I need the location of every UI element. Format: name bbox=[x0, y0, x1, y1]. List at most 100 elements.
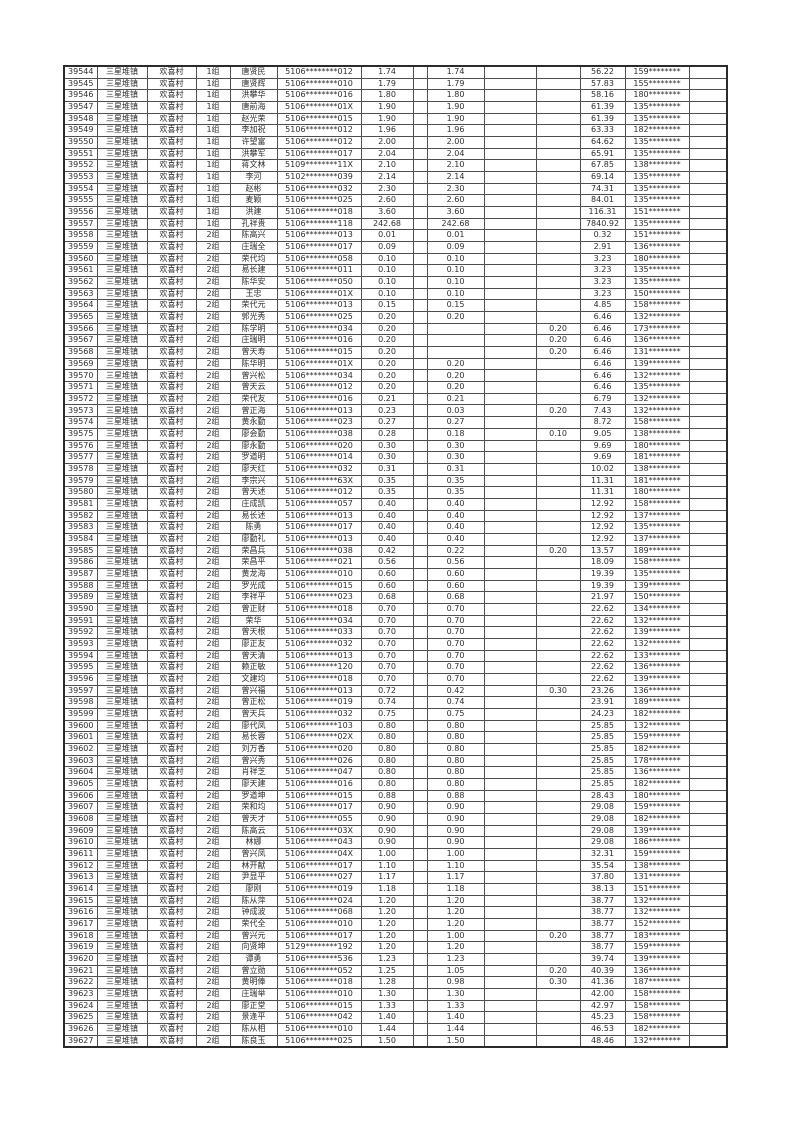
trailing-cell bbox=[688, 1023, 728, 1036]
village-cell: 欢喜村 bbox=[146, 848, 197, 861]
phone-cell: 152******** bbox=[624, 918, 690, 931]
village-cell: 欢喜村 bbox=[146, 871, 197, 885]
total-cell: 12.92 bbox=[579, 521, 626, 534]
value2-cell: 0.22 bbox=[426, 544, 485, 558]
phone-cell: 151******** bbox=[624, 229, 690, 243]
total-cell: 38.77 bbox=[579, 918, 626, 931]
blank-cell bbox=[483, 672, 537, 686]
seq-cell: 39588 bbox=[63, 579, 98, 593]
name-cell: 黄明俸 bbox=[229, 976, 278, 990]
table-row: 39558 三星堆镇 欢喜村 2组 陈高兴 5106********013 0.01 0.01… bbox=[63, 229, 728, 243]
village-cell: 欢喜村 bbox=[146, 754, 197, 768]
value2-cell: 0.70 bbox=[426, 637, 485, 651]
trailing-cell bbox=[688, 684, 728, 698]
table-row: 39627 三星堆镇 欢喜村 2组 陈良玉 5106********025 1.50 1.50… bbox=[63, 1034, 728, 1048]
spacer-cell bbox=[412, 77, 428, 91]
phone-cell: 132******** bbox=[624, 404, 690, 418]
total-cell: 3.23 bbox=[579, 252, 626, 266]
name-cell: 易长建 bbox=[229, 264, 278, 278]
phone-cell: 132******** bbox=[624, 392, 690, 406]
phone-cell: 139******** bbox=[624, 626, 690, 639]
phone-cell: 151******** bbox=[624, 206, 690, 219]
group-cell: 2组 bbox=[195, 929, 231, 943]
adjust-cell bbox=[535, 474, 581, 488]
name-cell: 罗光成 bbox=[229, 579, 278, 593]
name-cell: 孔祥贵 bbox=[229, 217, 278, 231]
village-cell: 欢喜村 bbox=[146, 544, 197, 558]
adjust-cell bbox=[535, 462, 581, 476]
total-cell: 12.92 bbox=[579, 497, 626, 511]
adjust-cell: 0.20 bbox=[535, 322, 581, 336]
id-cell: 5106********013 bbox=[276, 509, 362, 523]
spacer-cell bbox=[412, 252, 428, 266]
group-cell: 2组 bbox=[195, 486, 231, 499]
name-cell: 廖永勤 bbox=[229, 439, 278, 453]
seq-cell: 39574 bbox=[63, 416, 98, 429]
phone-cell: 135******** bbox=[624, 264, 690, 278]
spacer-cell bbox=[412, 462, 428, 476]
blank-cell bbox=[483, 614, 537, 628]
village-cell: 欢喜村 bbox=[146, 579, 197, 593]
group-cell: 2组 bbox=[195, 626, 231, 639]
group-cell: 2组 bbox=[195, 241, 231, 254]
blank-cell bbox=[483, 346, 537, 359]
blank-cell bbox=[483, 626, 537, 639]
value2-cell: 1.00 bbox=[426, 929, 485, 943]
blank-cell bbox=[483, 357, 537, 371]
total-cell: 57.83 bbox=[579, 77, 626, 91]
name-cell: 陈良玉 bbox=[229, 1034, 278, 1048]
trailing-cell bbox=[688, 637, 728, 651]
town-cell: 三星堆镇 bbox=[96, 299, 148, 313]
name-cell: 曾天寿 bbox=[229, 346, 278, 359]
id-cell: 5106********018 bbox=[276, 206, 362, 219]
town-cell: 三星堆镇 bbox=[96, 988, 148, 1001]
value1-cell: 1.20 bbox=[360, 918, 414, 931]
village-cell: 欢喜村 bbox=[146, 649, 197, 663]
phone-cell: 135******** bbox=[624, 194, 690, 208]
spacer-cell bbox=[412, 65, 428, 79]
adjust-cell bbox=[535, 813, 581, 826]
blank-cell bbox=[483, 276, 537, 289]
phone-cell: 180******** bbox=[624, 439, 690, 453]
value1-cell: 0.20 bbox=[360, 346, 414, 359]
town-cell: 三星堆镇 bbox=[96, 77, 148, 91]
seq-cell: 39556 bbox=[63, 206, 98, 219]
id-cell: 5106********034 bbox=[276, 369, 362, 383]
spacer-cell bbox=[412, 1011, 428, 1025]
village-cell: 欢喜村 bbox=[146, 276, 197, 289]
value2-cell: 2.10 bbox=[426, 159, 485, 173]
blank-cell bbox=[483, 883, 537, 896]
total-cell: 25.85 bbox=[579, 777, 626, 791]
seq-cell: 39544 bbox=[63, 65, 98, 79]
value1-cell: 1.50 bbox=[360, 1034, 414, 1048]
group-cell: 2组 bbox=[195, 346, 231, 359]
spacer-cell bbox=[412, 416, 428, 429]
village-cell: 欢喜村 bbox=[146, 918, 197, 931]
adjust-cell bbox=[535, 941, 581, 955]
value2-cell: 0.70 bbox=[426, 672, 485, 686]
group-cell: 2组 bbox=[195, 369, 231, 383]
blank-cell bbox=[483, 754, 537, 768]
value1-cell: 0.74 bbox=[360, 696, 414, 709]
table-row: 39611 三星堆镇 欢喜村 2组 曾兴凤 5106********04X 1.00 1.00… bbox=[63, 848, 728, 861]
name-cell: 唐贤辉 bbox=[229, 77, 278, 91]
group-cell: 2组 bbox=[195, 497, 231, 511]
blank-cell bbox=[483, 661, 537, 674]
name-cell: 景逢平 bbox=[229, 1011, 278, 1025]
spacer-cell bbox=[412, 346, 428, 359]
total-cell: 56.22 bbox=[579, 65, 626, 79]
total-cell: 13.57 bbox=[579, 544, 626, 558]
seq-cell: 39615 bbox=[63, 894, 98, 908]
village-cell: 欢喜村 bbox=[146, 521, 197, 534]
group-cell: 2组 bbox=[195, 392, 231, 406]
village-cell: 欢喜村 bbox=[146, 591, 197, 604]
town-cell: 三星堆镇 bbox=[96, 789, 148, 803]
value1-cell: 0.23 bbox=[360, 404, 414, 418]
adjust-cell bbox=[535, 497, 581, 511]
trailing-cell bbox=[688, 742, 728, 756]
village-cell: 欢喜村 bbox=[146, 719, 197, 733]
table-row: 39571 三星堆镇 欢喜村 2组 曾天云 5106********012 0.20 0.20… bbox=[63, 381, 728, 394]
value1-cell: 1.44 bbox=[360, 1023, 414, 1036]
value2-cell: 0.88 bbox=[426, 789, 485, 803]
group-cell: 2组 bbox=[195, 509, 231, 523]
